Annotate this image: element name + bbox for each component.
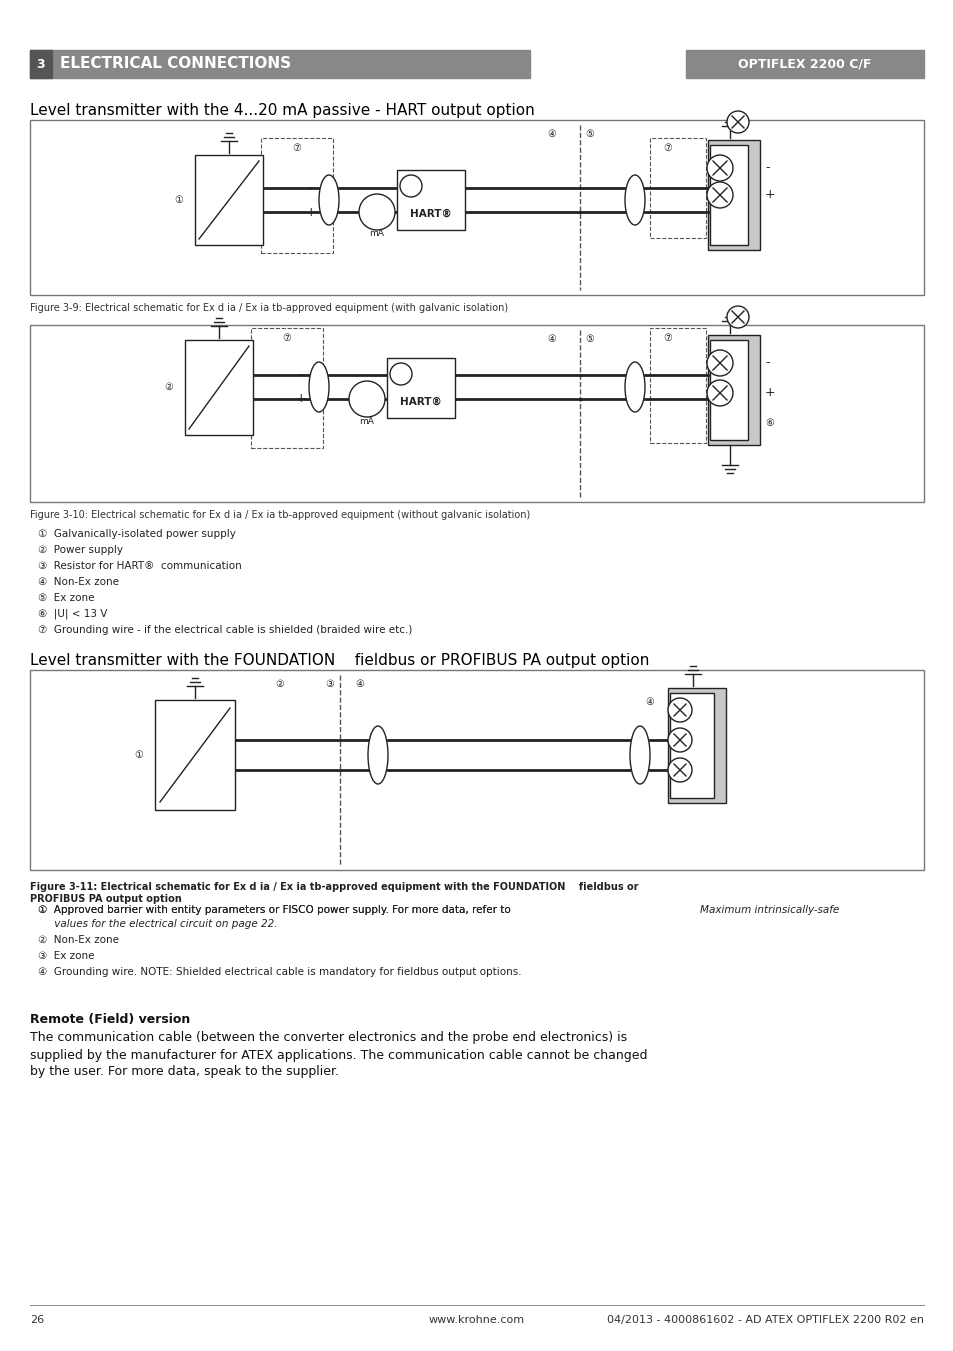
Bar xyxy=(194,155,263,245)
Text: -: - xyxy=(764,162,769,174)
Text: ②: ② xyxy=(165,382,173,393)
Circle shape xyxy=(667,758,691,782)
Text: ⑦  Grounding wire - if the electrical cable is shielded (braided wire etc.): ⑦ Grounding wire - if the electrical cab… xyxy=(38,626,412,635)
Text: ①: ① xyxy=(174,195,183,205)
Bar xyxy=(30,120,923,295)
Circle shape xyxy=(399,176,421,197)
Circle shape xyxy=(349,381,385,417)
Circle shape xyxy=(726,305,748,328)
Text: -: - xyxy=(309,181,313,195)
Bar xyxy=(261,138,333,253)
Text: ⑤: ⑤ xyxy=(585,334,594,345)
Text: values for the electrical circuit on page 22.: values for the electrical circuit on pag… xyxy=(38,919,277,929)
Text: ①  Galvanically-isolated power supply: ① Galvanically-isolated power supply xyxy=(38,530,235,539)
Text: ②  Non-Ex zone: ② Non-Ex zone xyxy=(38,935,119,944)
Text: ③: ③ xyxy=(325,680,334,689)
Text: ⑥: ⑥ xyxy=(764,417,773,428)
Text: Maximum intrinsically-safe: Maximum intrinsically-safe xyxy=(700,905,839,915)
Bar xyxy=(667,688,725,802)
Bar xyxy=(30,670,923,870)
Circle shape xyxy=(667,728,691,753)
Text: ④  Non-Ex zone: ④ Non-Ex zone xyxy=(38,577,119,586)
Text: -: - xyxy=(298,369,303,381)
Bar xyxy=(709,340,747,440)
Text: OPTIFLEX 2200 C/F: OPTIFLEX 2200 C/F xyxy=(738,58,871,70)
Bar xyxy=(185,340,253,435)
Text: Figure 3-9: Electrical schematic for Ex d ia / Ex ia tb-approved equipment (with: Figure 3-9: Electrical schematic for Ex … xyxy=(30,303,508,313)
Text: ②: ② xyxy=(275,680,284,689)
Bar xyxy=(707,141,760,250)
Bar xyxy=(387,358,455,417)
Ellipse shape xyxy=(624,362,644,412)
Text: Level transmitter with the FOUNDATION    fieldbus or PROFIBUS PA output option: Level transmitter with the FOUNDATION fi… xyxy=(30,653,649,667)
Text: ①: ① xyxy=(134,750,143,761)
Text: ④: ④ xyxy=(645,697,654,707)
Text: ④: ④ xyxy=(355,680,364,689)
Ellipse shape xyxy=(368,725,388,784)
Text: ③: ③ xyxy=(407,181,415,190)
Text: ⑤  Ex zone: ⑤ Ex zone xyxy=(38,593,94,603)
Text: ④: ④ xyxy=(547,128,556,139)
Bar xyxy=(685,50,923,78)
Text: ④  Grounding wire. NOTE: Shielded electrical cable is mandatory for fieldbus out: ④ Grounding wire. NOTE: Shielded electri… xyxy=(38,967,521,977)
Circle shape xyxy=(390,363,412,385)
Text: ELECTRICAL CONNECTIONS: ELECTRICAL CONNECTIONS xyxy=(60,57,291,72)
Text: +: + xyxy=(295,393,306,405)
Circle shape xyxy=(706,380,732,407)
Text: ①  Approved barrier with entity parameters or FISCO power supply. For more data,: ① Approved barrier with entity parameter… xyxy=(38,905,514,915)
Circle shape xyxy=(706,182,732,208)
Text: HART®: HART® xyxy=(410,209,452,219)
Text: ⑦: ⑦ xyxy=(663,143,672,153)
Text: Figure 3-10: Electrical schematic for Ex d ia / Ex ia tb-approved equipment (wit: Figure 3-10: Electrical schematic for Ex… xyxy=(30,509,530,520)
Text: ⑦: ⑦ xyxy=(663,332,672,343)
Text: ⑦: ⑦ xyxy=(282,332,291,343)
Bar xyxy=(649,328,705,443)
Text: 26: 26 xyxy=(30,1315,44,1325)
Circle shape xyxy=(706,155,732,181)
Text: Level transmitter with the 4...20 mA passive - HART output option: Level transmitter with the 4...20 mA pas… xyxy=(30,103,535,118)
Text: ②  Power supply: ② Power supply xyxy=(38,544,123,555)
Bar xyxy=(30,50,52,78)
Text: mA: mA xyxy=(369,230,384,239)
Circle shape xyxy=(726,111,748,132)
Text: mA: mA xyxy=(359,416,374,426)
Ellipse shape xyxy=(309,362,329,412)
Text: +: + xyxy=(764,189,775,201)
Bar xyxy=(396,170,464,230)
Text: ⑤: ⑤ xyxy=(585,128,594,139)
Text: 04/2013 - 4000861602 - AD ATEX OPTIFLEX 2200 R02 en: 04/2013 - 4000861602 - AD ATEX OPTIFLEX … xyxy=(606,1315,923,1325)
Ellipse shape xyxy=(624,176,644,226)
Text: The communication cable (between the converter electronics and the probe end ele: The communication cable (between the con… xyxy=(30,1032,626,1044)
Text: ①  Approved barrier with entity parameters or FISCO power supply. For more data,: ① Approved barrier with entity parameter… xyxy=(38,905,514,915)
Bar xyxy=(707,335,760,444)
Text: +: + xyxy=(764,386,775,400)
Ellipse shape xyxy=(318,176,338,226)
Bar xyxy=(251,328,323,449)
Bar xyxy=(669,693,713,798)
Text: 3: 3 xyxy=(36,58,45,70)
Text: ⑥  |U| < 13 V: ⑥ |U| < 13 V xyxy=(38,609,108,619)
Bar xyxy=(649,138,705,238)
Text: Figure 3-11: Electrical schematic for Ex d ia / Ex ia tb-approved equipment with: Figure 3-11: Electrical schematic for Ex… xyxy=(30,882,638,904)
Bar xyxy=(154,700,234,811)
Text: ③: ③ xyxy=(396,370,404,378)
Text: supplied by the manufacturer for ATEX applications. The communication cable cann: supplied by the manufacturer for ATEX ap… xyxy=(30,1048,647,1062)
Circle shape xyxy=(358,195,395,230)
Bar xyxy=(30,326,923,503)
Text: ⑦: ⑦ xyxy=(293,143,301,153)
Bar xyxy=(30,50,530,78)
Text: by the user. For more data, speak to the supplier.: by the user. For more data, speak to the… xyxy=(30,1066,338,1078)
Text: www.krohne.com: www.krohne.com xyxy=(429,1315,524,1325)
Bar xyxy=(709,145,747,245)
Text: Remote (Field) version: Remote (Field) version xyxy=(30,1013,190,1027)
Text: +: + xyxy=(305,205,316,219)
Text: ③  Ex zone: ③ Ex zone xyxy=(38,951,94,961)
Text: -: - xyxy=(764,357,769,370)
Text: ④: ④ xyxy=(547,334,556,345)
Text: HART®: HART® xyxy=(399,397,441,407)
Circle shape xyxy=(667,698,691,721)
Circle shape xyxy=(706,350,732,376)
Ellipse shape xyxy=(629,725,649,784)
Text: ③  Resistor for HART®  communication: ③ Resistor for HART® communication xyxy=(38,561,241,571)
